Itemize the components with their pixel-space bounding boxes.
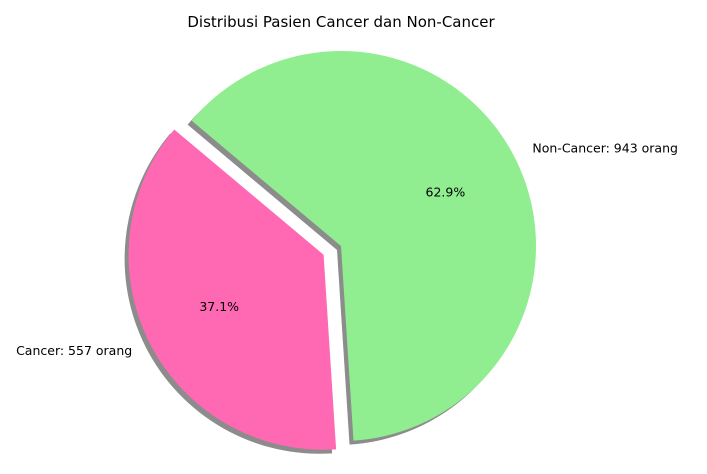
slice-layer [128, 51, 536, 450]
non-cancer-slice-label: Non-Cancer: 943 orang [532, 141, 678, 156]
cancer-percent-label: 37.1% [199, 299, 239, 314]
cancer-slice [128, 129, 337, 450]
non-cancer-slice [191, 51, 536, 441]
label-layer: Cancer: 557 orang 37.1% Non-Cancer: 943 or… [16, 141, 678, 358]
chart-title: Distribusi Pasien Cancer dan Non-Cancer [187, 13, 495, 31]
cancer-slice-label: Cancer: 557 orang [16, 343, 132, 358]
non-cancer-percent-label: 62.9% [426, 185, 466, 200]
